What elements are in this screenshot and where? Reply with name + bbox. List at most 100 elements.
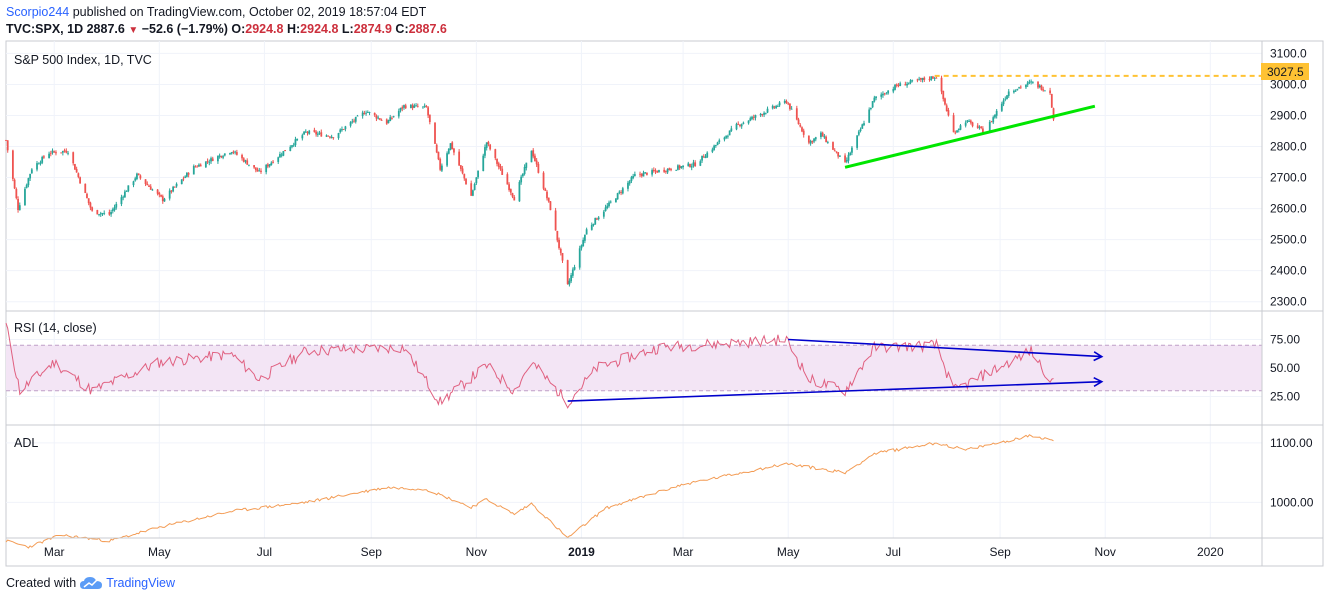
candle-body [428,114,431,122]
candle-body [666,168,669,173]
candle-body [422,106,424,108]
candle-body [470,183,473,196]
candle-body [43,156,45,158]
candle-body [835,151,838,153]
candle-body [615,198,617,203]
candle-body [556,230,559,241]
candle-body [957,128,960,130]
candle-body [230,152,233,154]
rsi-pane-title: RSI (14, close) [14,321,97,335]
candle-body [909,80,912,84]
candle-body [65,150,68,153]
candle-body [385,119,388,124]
candle-body [53,151,56,153]
candle-body [1004,98,1007,100]
candle-body [663,169,666,172]
candle-body [25,184,28,188]
candle-body [992,117,995,123]
rsi-lower-trend-arrow-head [1093,376,1104,387]
candle-body [377,117,380,119]
candle-body [210,158,212,162]
candle-body [265,165,268,173]
last-price: 2887.6 [86,22,125,36]
published-text: published on TradingView.com, October 02… [72,5,427,19]
candle-body [18,205,21,211]
candle-body [899,83,902,86]
candle-body [146,183,149,186]
candle-body [956,130,958,133]
candle-body [463,173,466,179]
candle-body [79,177,81,184]
candle-body [86,193,88,199]
candle-body [994,114,996,118]
candle-body [241,154,243,159]
candle-body [361,112,364,117]
price-candles [5,75,1055,287]
candle-body [606,205,609,208]
candle-body [356,115,359,117]
candle-body [173,186,176,188]
candle-body [1014,90,1017,92]
candle-body [654,170,657,172]
candle-body [775,105,778,109]
candle-body [918,78,921,80]
candle-body [790,108,793,110]
candle-body [487,141,490,145]
candle-body [440,165,443,171]
candle-body [604,207,607,211]
candle-body [682,165,685,168]
candle-body [272,161,274,163]
candle-body [795,108,798,120]
candle-body [585,229,588,235]
candle-body [103,212,106,214]
candle-body [5,140,7,141]
candle-body [885,93,888,95]
tradingview-brand-link[interactable]: TradingView [106,576,175,590]
candle-body [232,151,235,153]
candle-body [482,155,485,172]
candle-body [15,189,18,199]
candle-body [122,196,125,198]
candle-body [875,96,877,99]
candle-body [373,112,376,116]
low-value: 2874.9 [353,22,392,36]
candle-body [337,133,340,139]
candle-body [627,182,629,189]
candle-body [759,113,762,116]
candle-body [1016,88,1019,91]
candle-body [923,77,926,80]
candle-body [952,115,955,133]
price-tick-label: 2700.0 [1270,171,1307,185]
candle-body [268,164,271,167]
candle-body [871,101,874,108]
candle-body [944,98,946,105]
candle-body [930,76,933,80]
candle-body [473,184,476,190]
candle-body [849,152,852,156]
candle-body [404,105,407,109]
candle-body [928,78,931,80]
candle-body [832,142,834,150]
author-link[interactable]: Scorpio244 [6,5,70,19]
candle-body [716,142,719,146]
price-tick-label: 2900.0 [1270,108,1307,122]
candle-body [477,170,479,178]
candle-body [583,234,586,241]
candle-body [677,165,679,170]
candle-body [427,107,430,116]
candle-body [701,155,703,161]
candle-body [17,198,19,210]
candle-body [823,136,826,138]
candle-body [401,107,404,109]
candle-body [416,105,419,107]
candle-body [423,105,426,107]
candle-body [919,78,922,80]
candle-body [318,132,321,134]
candle-body [29,173,32,179]
candle-body [1040,85,1043,90]
rsi-line [5,322,1054,409]
candle-body [413,105,416,108]
candle-body [77,173,80,177]
candle-body [532,150,535,157]
